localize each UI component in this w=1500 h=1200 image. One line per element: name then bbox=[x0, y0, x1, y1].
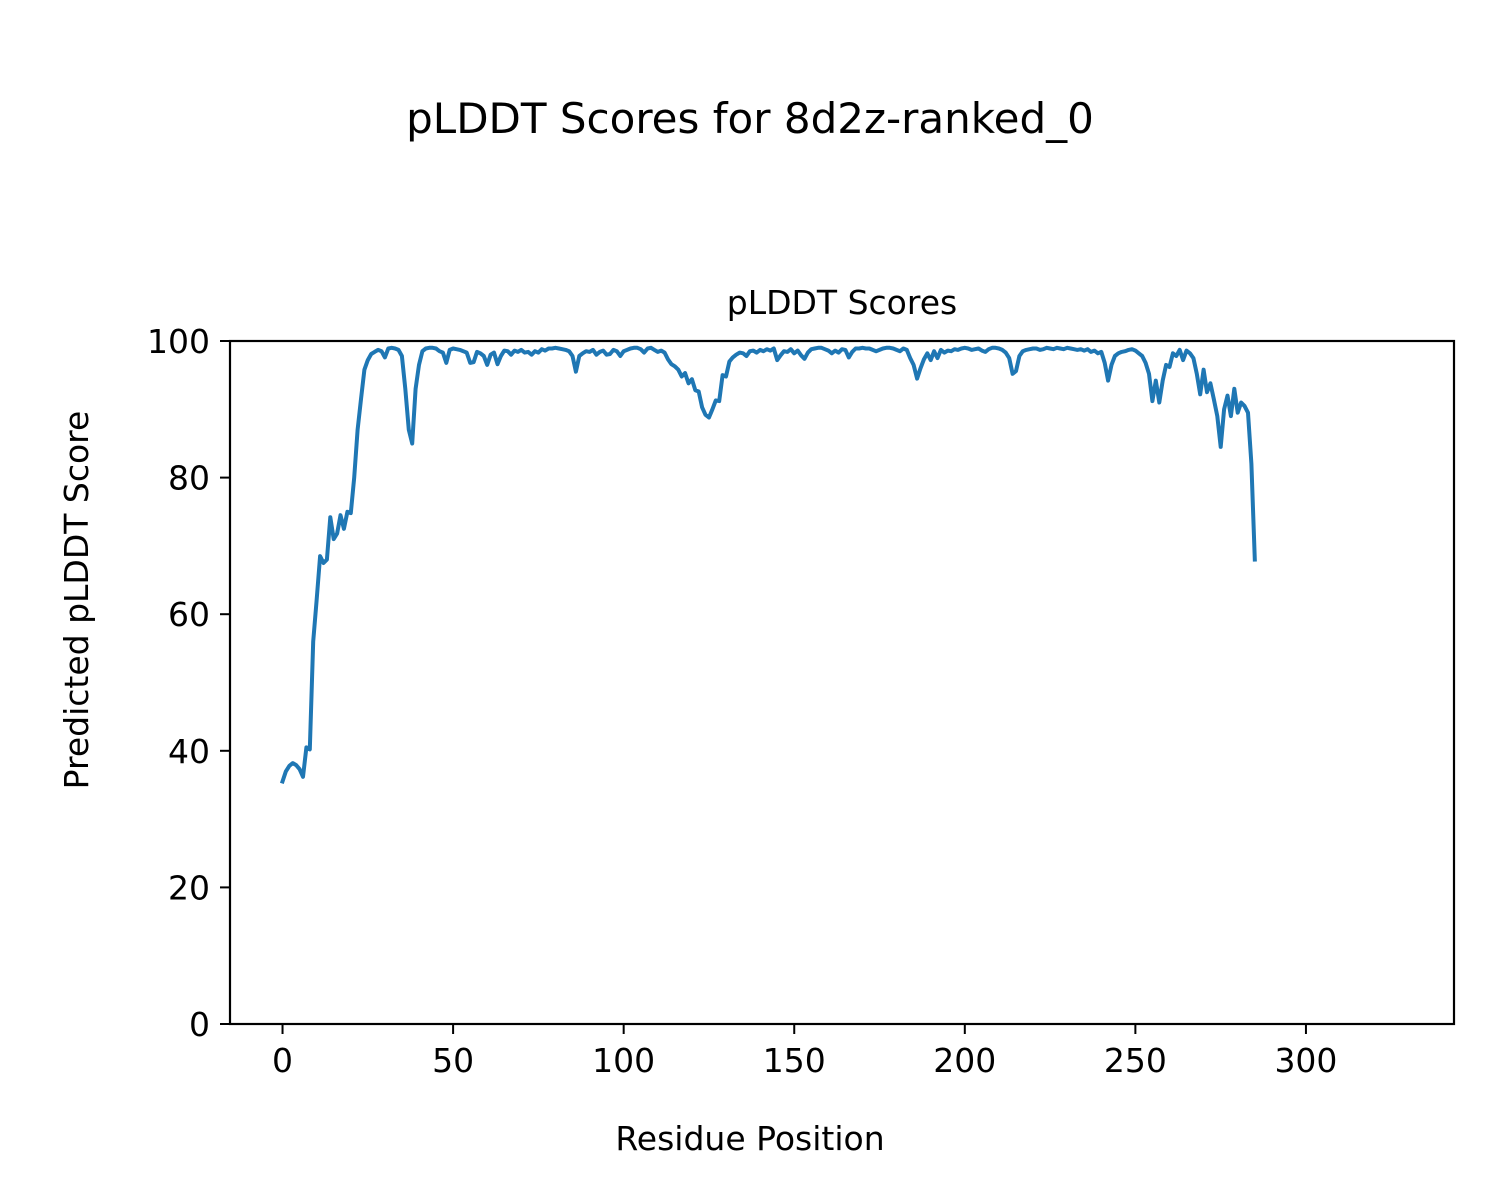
x-tick-label: 150 bbox=[763, 1041, 826, 1080]
y-tick-label: 80 bbox=[168, 459, 210, 498]
x-tick-label: 0 bbox=[272, 1041, 293, 1080]
plddt-series-line bbox=[279, 345, 1257, 785]
x-tick-label: 50 bbox=[432, 1041, 474, 1080]
x-tick-label: 250 bbox=[1104, 1041, 1167, 1080]
y-axis-ticks: 0 20 40 60 80 100 bbox=[147, 322, 230, 1044]
x-tick-label: 200 bbox=[933, 1041, 996, 1080]
y-axis-label: Predicted pLDDT Score bbox=[57, 411, 96, 790]
x-axis-ticks: 0 50 100 150 200 250 300 bbox=[272, 1024, 1337, 1080]
y-tick-label: 0 bbox=[189, 1005, 210, 1044]
y-tick-label: 100 bbox=[147, 322, 210, 361]
x-axis-label: Residue Position bbox=[615, 1119, 884, 1158]
plot-area bbox=[230, 341, 1454, 1024]
axes-title: pLDDT Scores bbox=[727, 283, 957, 322]
y-tick-label: 60 bbox=[168, 595, 210, 634]
x-tick-label: 100 bbox=[592, 1041, 655, 1080]
figure-suptitle: pLDDT Scores for 8d2z-ranked_0 bbox=[406, 94, 1094, 143]
y-tick-label: 40 bbox=[168, 732, 210, 771]
y-tick-label: 20 bbox=[168, 868, 210, 907]
x-tick-label: 300 bbox=[1274, 1041, 1337, 1080]
axes-frame bbox=[228, 339, 1456, 1026]
